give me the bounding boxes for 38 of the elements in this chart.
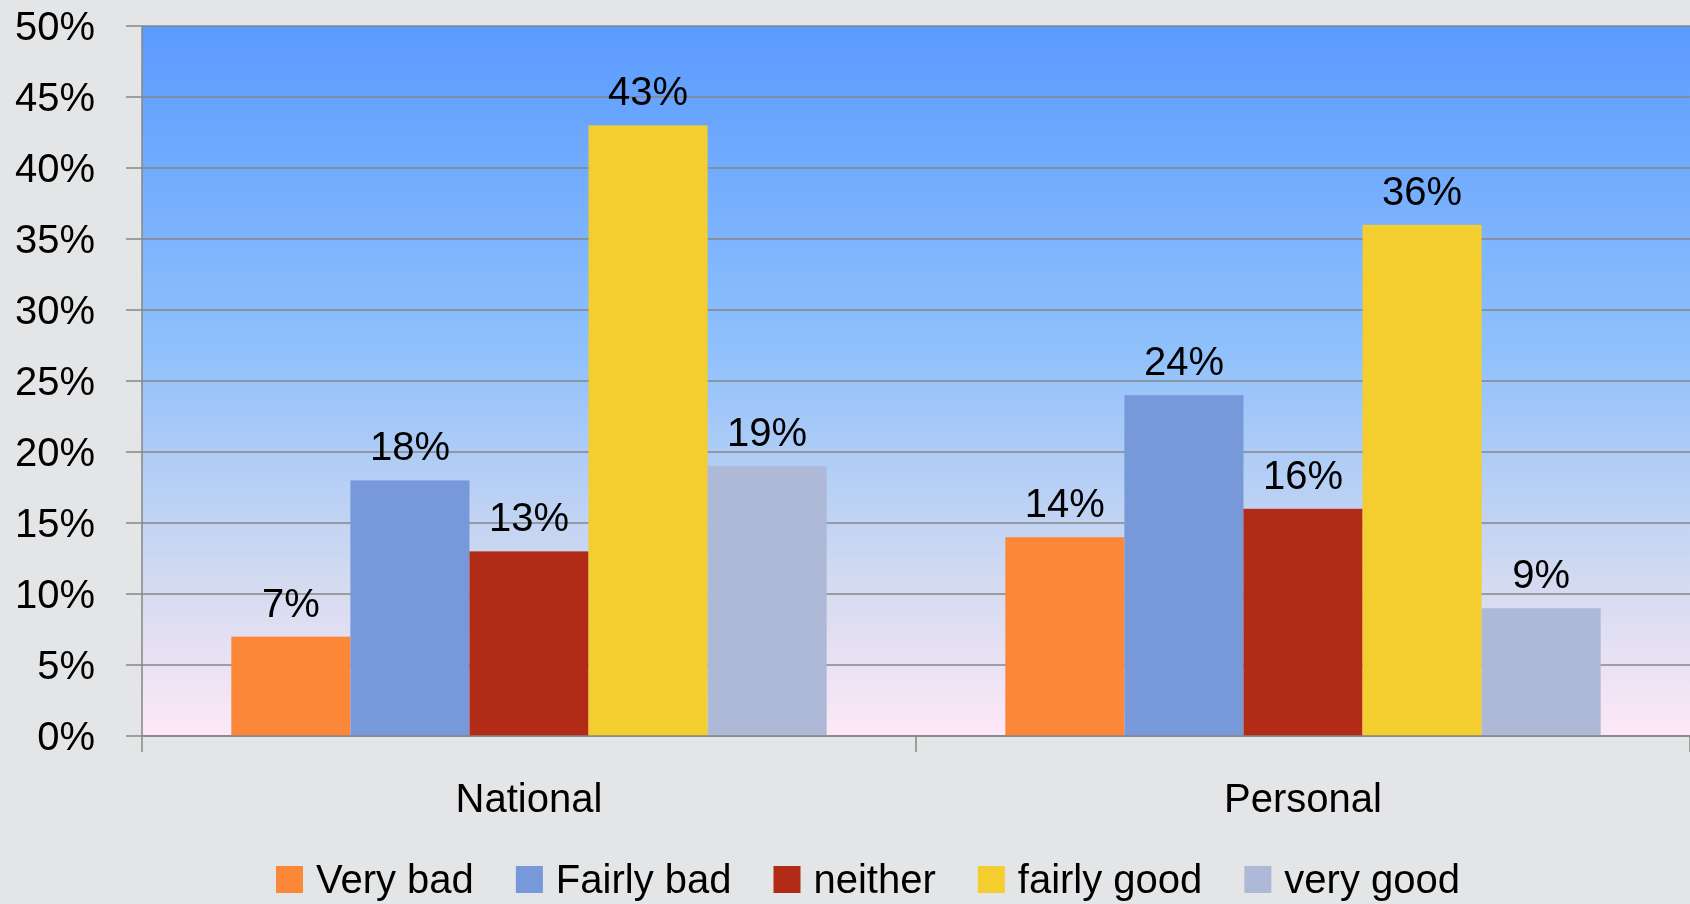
legend-label: neither: [813, 857, 936, 901]
bar: [588, 125, 708, 736]
bar: [1481, 608, 1601, 736]
y-tick-label: 15%: [14, 501, 95, 546]
legend-label: Fairly bad: [555, 857, 732, 901]
data-label: 13%: [488, 495, 570, 540]
data-label: 7%: [261, 580, 320, 625]
bar: [469, 551, 589, 736]
x-tick-label: National: [455, 776, 603, 820]
x-tick-label: Personal: [1224, 776, 1382, 820]
data-label: 18%: [369, 424, 450, 469]
legend-label: fairly good: [1017, 857, 1203, 901]
y-tick-label: 30%: [14, 288, 95, 333]
y-tick-label: 10%: [14, 572, 95, 617]
data-label: 24%: [1143, 339, 1224, 384]
legend-label: very good: [1284, 857, 1461, 901]
data-label: 9%: [1512, 552, 1571, 597]
legend-label: Very bad: [315, 857, 474, 901]
y-tick-label: 0%: [37, 714, 95, 759]
y-tick-label: 35%: [14, 217, 95, 262]
bar: [350, 480, 470, 736]
data-label: 36%: [1382, 168, 1463, 213]
bar: [1362, 224, 1482, 736]
y-tick-label: 5%: [37, 643, 95, 688]
data-label: 43%: [608, 69, 689, 114]
y-tick-label: 50%: [14, 4, 95, 49]
bar: [707, 466, 827, 736]
y-tick-label: 40%: [14, 146, 95, 191]
bar: [231, 636, 351, 736]
data-label: 14%: [1024, 481, 1105, 526]
data-label: 16%: [1262, 452, 1344, 497]
y-tick-label: 45%: [14, 75, 95, 120]
y-tick-label: 25%: [14, 359, 95, 404]
data-label: 19%: [727, 410, 808, 455]
bar: [1243, 508, 1363, 736]
bar: [1005, 537, 1125, 736]
bar: [1124, 395, 1244, 736]
y-tick-label: 20%: [14, 430, 95, 475]
